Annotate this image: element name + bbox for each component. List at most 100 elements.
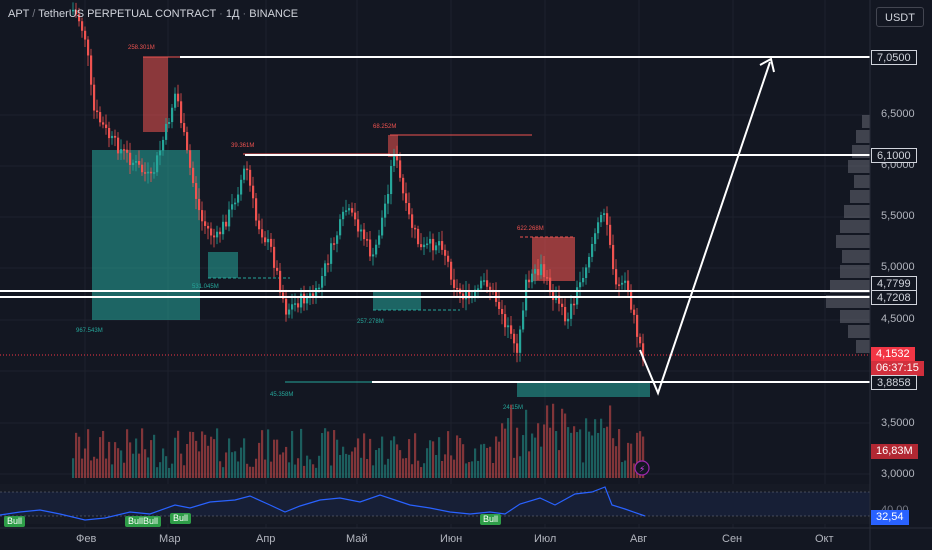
candle-body [81,21,84,31]
candle-body [582,277,585,283]
volume-bar [624,460,627,478]
candle-body [207,225,210,229]
candle-body [123,149,126,151]
volume-bar [552,403,555,478]
volume-bar [75,432,78,478]
candle-body [267,238,270,243]
candle-body [327,263,330,265]
candle-body [96,110,99,113]
candle-body [351,208,354,213]
resistance-price-tag[interactable]: 6,1000 [871,148,917,163]
month-label: Фев [76,533,97,545]
month-label: Авг [630,533,648,545]
candle-body [507,325,510,328]
candle-body [621,282,624,285]
candle-body [186,132,189,151]
candle-body [624,280,627,283]
candle-body [438,241,441,246]
bull-zone-mar [208,252,238,278]
vol-label-6: 257.278M [357,319,384,325]
currency-button[interactable]: USDT [876,7,924,27]
volume-bar [105,458,108,478]
volume-bar [447,431,450,478]
candle-body [543,264,546,278]
candle-body [219,231,222,235]
volume-bar [201,431,204,478]
volume-bar [78,436,81,478]
volume-bar [597,432,600,478]
volume-bar [159,462,162,478]
zone-top-price-tag[interactable]: 4,7799 [871,276,917,291]
candle-body [525,279,528,311]
volume-bar [285,446,288,478]
volume-bar [567,427,570,478]
candle-body [399,160,402,178]
candle-body [558,295,561,304]
volume-bar [399,450,402,478]
candle-body [360,229,363,232]
volume-bar [204,434,207,478]
candle-body [585,267,588,278]
projection-path[interactable] [639,61,771,396]
volume-bar [345,453,348,478]
volume-bar [408,439,411,478]
candle-body [213,235,216,238]
volume-bar [561,408,564,478]
candle-body [315,288,318,298]
volume-bar [372,465,375,478]
volume-bar [462,444,465,478]
candle-body [510,325,513,334]
volume-bar [453,459,456,478]
volume-bar [123,462,126,478]
candle-body [177,93,180,102]
candle-body [78,14,81,22]
candle-body [216,231,219,238]
candle-body [408,203,411,215]
support-price-tag[interactable]: 3,8858 [871,375,917,390]
volume-bar [237,461,240,478]
candle-body [156,155,159,173]
volume-profile-row [854,175,870,188]
volume-bar [633,463,636,478]
candle-body [354,212,357,220]
volume-bar [477,460,480,478]
month-label: Апр [256,533,276,545]
vol-label-8: 24.15M [503,405,523,411]
candle-body [630,292,633,310]
volume-bar [81,458,84,478]
candle-body [615,269,618,285]
volume-bar [150,440,153,478]
candle-body [531,273,534,283]
volume-bar [606,426,609,478]
lightning-glyph: ⚡ [639,465,645,475]
projection-arrowhead [759,57,775,73]
candle-body [423,244,426,248]
target-price-tag[interactable]: 7,0500 [871,50,917,65]
candle-body [384,203,387,218]
candle-body [108,128,111,139]
volume-bar [297,458,300,478]
volume-bar [129,442,132,478]
volume-bar [153,434,156,478]
candle-body [636,314,639,337]
volume-bar [90,460,93,478]
month-label: Июн [440,533,463,545]
volume-bar [636,432,639,478]
zone-bottom-price-tag[interactable]: 4,7208 [871,290,917,305]
volume-bar [405,458,408,478]
volume-bar [378,448,381,478]
exchange-label: BINANCE [249,8,299,20]
candle-body [522,310,525,330]
volume-bar [228,438,231,478]
volume-profile-row [840,265,870,278]
volume-bar [147,457,150,478]
lightning-icon[interactable] [634,460,650,476]
candle-body [168,122,171,124]
candle-body [393,155,396,166]
volume-bar [471,461,474,478]
candle-body [450,261,453,280]
candle-body [402,177,405,194]
symbol-title[interactable]: APT / TetherUS PERPETUAL CONTRACT · 1Д ·… [8,8,298,20]
